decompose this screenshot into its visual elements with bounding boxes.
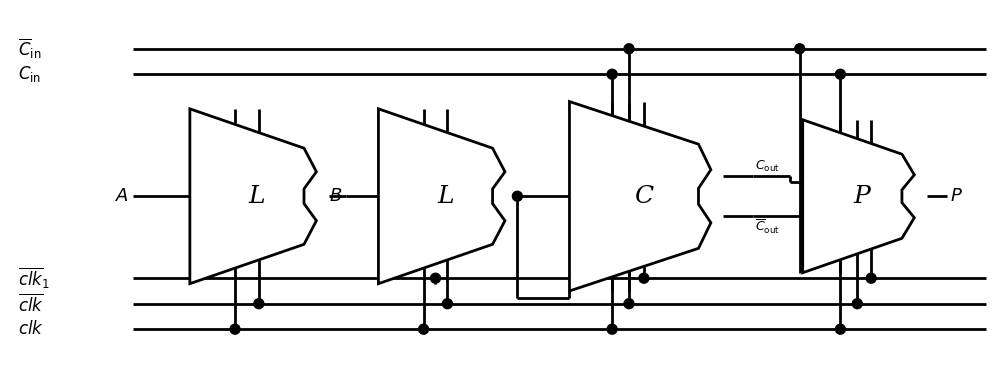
Circle shape: [431, 273, 440, 283]
Text: $\overline{clk}_1$: $\overline{clk}_1$: [18, 266, 50, 291]
Text: L: L: [437, 185, 454, 208]
Circle shape: [607, 324, 617, 334]
Text: $\overline{clk}$: $\overline{clk}$: [18, 293, 44, 315]
Circle shape: [624, 44, 634, 54]
Text: $A$: $A$: [115, 187, 129, 205]
Circle shape: [835, 324, 845, 334]
Text: C: C: [634, 185, 653, 208]
Text: L: L: [249, 185, 265, 208]
Text: $P$: $P$: [950, 187, 962, 205]
Text: $\overline{C}_{\mathrm{in}}$: $\overline{C}_{\mathrm{in}}$: [18, 37, 41, 61]
Text: P: P: [854, 185, 871, 208]
Circle shape: [852, 299, 862, 309]
Text: $\overline{C}_{\mathrm{out}}$: $\overline{C}_{\mathrm{out}}$: [755, 218, 780, 236]
Text: $B$: $B$: [329, 187, 342, 205]
Circle shape: [442, 299, 452, 309]
Polygon shape: [190, 109, 316, 284]
Circle shape: [607, 69, 617, 79]
Circle shape: [254, 299, 264, 309]
Polygon shape: [378, 109, 505, 284]
Circle shape: [795, 44, 805, 54]
Text: $clk$: $clk$: [18, 320, 44, 338]
Circle shape: [419, 324, 429, 334]
Circle shape: [866, 273, 876, 283]
Text: $C_{\mathrm{in}}$: $C_{\mathrm{in}}$: [18, 64, 41, 84]
Circle shape: [639, 273, 649, 283]
Circle shape: [624, 299, 634, 309]
Polygon shape: [569, 102, 711, 291]
Text: $C_{\mathrm{out}}$: $C_{\mathrm{out}}$: [755, 159, 780, 174]
Circle shape: [835, 69, 845, 79]
Circle shape: [512, 191, 522, 201]
Circle shape: [230, 324, 240, 334]
Polygon shape: [803, 120, 914, 273]
